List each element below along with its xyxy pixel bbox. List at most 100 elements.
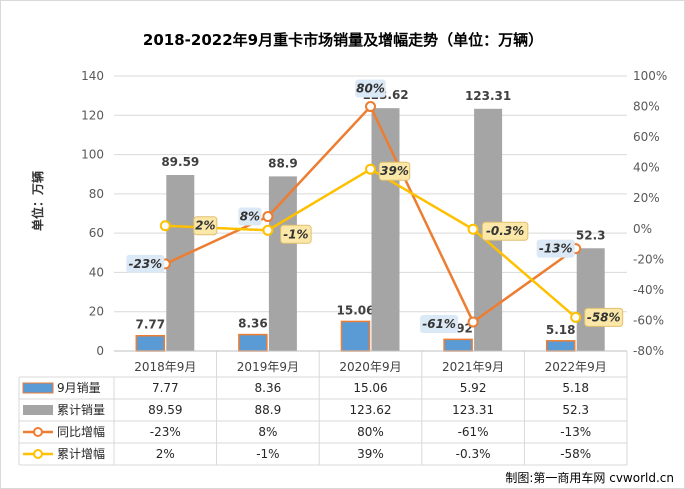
line-label-box <box>378 161 411 181</box>
line-label-box <box>584 307 624 327</box>
bar-label-monthly-sales: 7.77 <box>135 318 165 332</box>
bar-monthly-sales <box>340 320 371 352</box>
x-tick-label: 2018年9月 <box>134 360 196 374</box>
table-cell: 5.18 <box>562 381 589 395</box>
bar-label-cumulative-sales: 52.3 <box>576 228 606 242</box>
table-cell: 123.62 <box>350 403 392 417</box>
table-cell: -58% <box>560 447 591 461</box>
series-line-yoy-growth <box>164 104 577 324</box>
bar-label-monthly-sales: 8.36 <box>238 317 268 331</box>
line-marker <box>262 224 274 236</box>
bars: 7.7789.598.3688.915.06123.625.92123.315.… <box>135 88 606 352</box>
line-label-box <box>238 207 262 226</box>
y-tick-label: 100 <box>81 148 104 162</box>
line-data-label: -58% <box>587 310 621 324</box>
y-tick-label: 20 <box>89 305 104 319</box>
table-cell: 8% <box>258 425 277 439</box>
table-cell: -23% <box>150 425 181 439</box>
bar-cumulative-sales <box>371 108 400 351</box>
line-label-box <box>280 224 312 244</box>
line-data-label: -0.3% <box>486 224 524 238</box>
line-data-label: -61% <box>422 317 456 331</box>
line-marker <box>365 101 376 113</box>
bar-label-monthly-sales: 15.06 <box>337 303 375 317</box>
lines: -23% 8% 80% -61% -13% 2% -1% 39% -0.3% -58% <box>126 79 624 333</box>
line-label-box <box>481 221 529 241</box>
table-cell: -0.3% <box>456 447 491 461</box>
line-data-label: -13% <box>539 242 573 256</box>
line-data-label: 8% <box>240 210 260 224</box>
y2-tick-label: 40% <box>633 161 660 175</box>
line-data-label: 39% <box>380 164 409 178</box>
table-cell: 8.36 <box>255 381 282 395</box>
table-cell: 39% <box>357 447 384 461</box>
line-marker <box>262 211 274 223</box>
bar-label-cumulative-sales: 123.31 <box>465 89 511 103</box>
bar-cumulative-sales <box>576 248 605 351</box>
chart-title: 2018-2022年9月重卡市场销量及增幅走势（单位：万辆） <box>143 31 543 49</box>
bar-cumulative-sales <box>166 175 195 351</box>
y-tick-label: 120 <box>81 108 104 122</box>
table-cell: 52.3 <box>562 403 589 417</box>
table-cell: -13% <box>560 425 591 439</box>
legend-label: 累计增幅 <box>57 446 105 461</box>
line-marker <box>467 223 479 235</box>
line-data-label: 80% <box>356 82 385 96</box>
bar-monthly-sales <box>443 338 473 352</box>
y2-tick-label: -80% <box>633 344 664 358</box>
legend-swatch <box>22 382 54 394</box>
series-line-cumulative-growth <box>165 167 577 319</box>
line-label-box <box>420 314 459 333</box>
y2-tick-label: 60% <box>633 130 660 144</box>
line-data-label: -23% <box>128 257 162 271</box>
line-marker <box>159 220 171 232</box>
watermark: 制图:第一商用车网 cvworld.cn <box>505 470 674 485</box>
line-marker <box>365 163 376 175</box>
bar-label-cumulative-sales: 89.59 <box>161 155 199 169</box>
x-tick-label: 2022年9月 <box>545 360 607 374</box>
legend-label: 累计销量 <box>57 403 105 417</box>
table-cell: 15.06 <box>353 381 387 395</box>
table-cell: 88.9 <box>255 403 282 417</box>
bar-monthly-sales <box>545 340 576 352</box>
line-data-label: -1% <box>283 227 308 241</box>
bar-monthly-sales <box>135 334 166 352</box>
line-marker <box>467 316 479 328</box>
x-tick-label: 2020年9月 <box>339 360 401 374</box>
legend-marker <box>33 449 43 459</box>
line-label-box <box>355 79 386 98</box>
y-tick-label: 80 <box>89 187 104 201</box>
bar-monthly-sales <box>238 333 268 352</box>
legend-label: 9月销量 <box>57 381 101 395</box>
y2-tick-label: 20% <box>633 191 660 205</box>
legend-label: 同比增幅 <box>57 424 105 439</box>
line-data-label: 2% <box>195 219 215 233</box>
bar-label-monthly-sales: 5.18 <box>546 323 576 337</box>
y2-tick-label: 0% <box>633 222 652 236</box>
x-tick-label: 2021年9月 <box>442 360 504 374</box>
table-cell: 5.92 <box>460 381 487 395</box>
y2-tick-label: 100% <box>633 69 667 83</box>
y-tick-label: 40 <box>89 265 104 279</box>
line-label-box <box>126 254 165 273</box>
table-cell: -1% <box>256 447 279 461</box>
y-tick-label: 0 <box>96 344 104 358</box>
y2-tick-label: 80% <box>633 100 660 114</box>
table-cell: 89.59 <box>148 403 182 417</box>
line-marker <box>570 311 582 323</box>
table-cell: 80% <box>357 425 384 439</box>
line-label-box <box>536 239 575 258</box>
table-cell: -61% <box>458 425 489 439</box>
table-cell: 2% <box>156 447 175 461</box>
table-cell: 123.31 <box>452 403 494 417</box>
bar-cumulative-sales <box>268 176 297 351</box>
legend-swatch <box>23 405 53 415</box>
y2-tick-label: -40% <box>633 283 664 297</box>
legend-marker <box>33 427 43 437</box>
y-tick-label: 140 <box>81 69 104 83</box>
x-tick-label: 2019年9月 <box>237 360 299 374</box>
line-label-box <box>193 216 218 236</box>
bar-label-cumulative-sales: 88.9 <box>268 156 298 170</box>
